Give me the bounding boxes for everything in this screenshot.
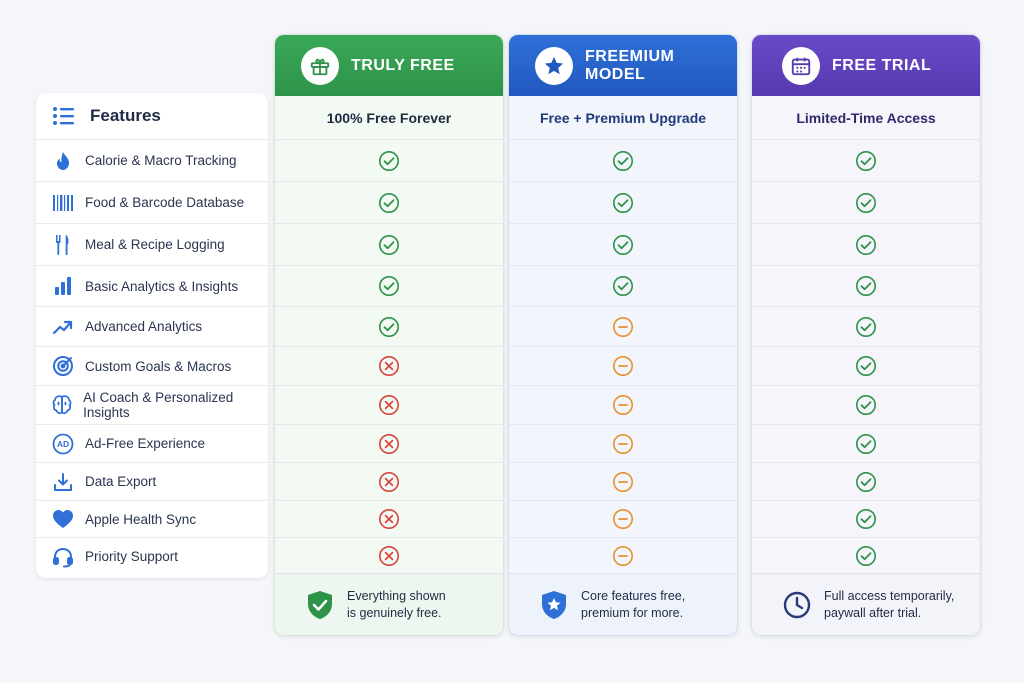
check-circle-icon — [275, 140, 503, 182]
bar-chart-icon — [51, 274, 75, 298]
heart-icon — [51, 507, 75, 531]
feature-label: Basic Analytics & Insights — [85, 278, 239, 294]
feature-label: Ad-Free Experience — [85, 436, 206, 451]
footer-line-1: Core features free, — [581, 588, 686, 603]
footer-line-2: paywall after trial. — [824, 605, 922, 620]
minus-circle-icon — [509, 501, 737, 538]
check-circle-icon — [752, 425, 980, 463]
feature-row: Meal & Recipe Logging — [36, 224, 268, 266]
feature-label: Calorie & Macro Tracking — [85, 153, 237, 168]
check-circle-icon — [752, 182, 980, 224]
ad-icon: AD — [51, 432, 75, 456]
minus-circle-icon — [509, 386, 737, 425]
features-column: Features Calorie & Macro Tracking Food & … — [36, 93, 268, 578]
plan-header: TRULY FREE — [275, 35, 503, 96]
list-icon — [52, 104, 76, 128]
plan-truly-free: TRULY FREE 100% Free Forever Everything … — [274, 34, 504, 636]
check-circle-icon — [509, 140, 737, 182]
minus-circle-icon — [509, 463, 737, 501]
feature-label: Advanced Analytics — [85, 319, 203, 334]
check-circle-icon — [752, 307, 980, 347]
footer-line-1: Full access temporarily, — [824, 588, 955, 603]
check-circle-icon — [275, 182, 503, 224]
feature-row: AI Coach & Personalized Insights — [36, 386, 268, 425]
gift-icon — [301, 46, 339, 85]
plan-title: FREE TRIAL — [832, 56, 932, 74]
feature-row: Calorie & Macro Tracking — [36, 140, 268, 182]
feature-row: Data Export — [36, 463, 268, 501]
calendar-icon — [782, 46, 820, 85]
feature-row: Apple Health Sync — [36, 501, 268, 538]
minus-circle-icon — [509, 538, 737, 575]
feature-label: AI Coach & Personalized Insights — [83, 390, 234, 420]
plan-title: TRULY FREE — [351, 56, 455, 74]
footer-line-2: is genuinely free. — [347, 605, 442, 620]
plan-subtitle: Free + Premium Upgrade — [509, 96, 737, 140]
feature-row: Food & Barcode Database — [36, 182, 268, 224]
footer-line-2: premium for more. — [581, 605, 684, 620]
ad-icon-text: AD — [57, 439, 69, 449]
check-circle-icon — [752, 386, 980, 425]
x-circle-icon — [275, 386, 503, 425]
feature-label: Meal & Recipe Logging — [85, 237, 225, 252]
feature-label: Priority Support — [85, 549, 179, 564]
barcode-icon — [51, 191, 75, 215]
plan-freemium-model: FREEMIUM MODEL Free + Premium Upgrade Co… — [508, 34, 738, 636]
feature-label: Food & Barcode Database — [85, 195, 245, 210]
features-header: Features — [36, 93, 268, 140]
clock-icon — [782, 590, 812, 620]
check-circle-icon — [275, 266, 503, 307]
check-circle-icon — [752, 266, 980, 307]
x-circle-icon — [275, 347, 503, 386]
minus-circle-icon — [509, 347, 737, 386]
check-circle-icon — [275, 307, 503, 347]
x-circle-icon — [275, 463, 503, 501]
feature-label: Custom Goals & Macros — [85, 358, 232, 374]
feature-row: Priority Support — [36, 538, 268, 575]
minus-circle-icon — [509, 307, 737, 347]
plan-footer: Everything shown is genuinely free. — [275, 573, 503, 635]
feature-label: Apple Health Sync — [85, 511, 197, 527]
minus-circle-icon — [509, 425, 737, 463]
x-circle-icon — [275, 425, 503, 463]
check-circle-icon — [752, 463, 980, 501]
check-circle-icon — [275, 224, 503, 266]
plan-subtitle: 100% Free Forever — [275, 96, 503, 140]
check-circle-icon — [752, 224, 980, 266]
check-circle-icon — [752, 501, 980, 538]
plan-header: FREE TRIAL — [752, 35, 980, 96]
plan-title: FREEMIUM MODEL — [585, 47, 675, 83]
target-icon — [51, 354, 75, 378]
star-icon — [535, 46, 573, 85]
features-title: Features — [90, 106, 161, 125]
plan-header: FREEMIUM MODEL — [509, 35, 737, 96]
check-circle-icon — [752, 140, 980, 182]
x-circle-icon — [275, 538, 503, 575]
x-circle-icon — [275, 501, 503, 538]
check-circle-icon — [509, 224, 737, 266]
feature-row: Basic Analytics & Insights — [36, 266, 268, 307]
fork-knife-icon — [51, 233, 75, 257]
check-circle-icon — [509, 182, 737, 224]
headset-icon — [51, 545, 75, 569]
trend-up-icon — [51, 315, 75, 339]
check-circle-icon — [752, 538, 980, 575]
plan-footer: Full access temporarily, paywall after t… — [752, 573, 980, 635]
plan-subtitle: Limited-Time Access — [752, 96, 980, 140]
footer-line-1: Everything shown — [347, 588, 446, 603]
plan-free-trial: FREE TRIAL Limited-Time Access Full acce… — [751, 34, 981, 636]
feature-row: Custom Goals & Macros — [36, 347, 268, 386]
feature-label: Data Export — [85, 474, 157, 489]
shield-check-icon — [305, 590, 335, 620]
shield-star-icon — [539, 590, 569, 620]
check-circle-icon — [509, 266, 737, 307]
feature-row: Advanced Analytics — [36, 307, 268, 347]
brain-icon — [51, 393, 73, 417]
check-circle-icon — [752, 347, 980, 386]
flame-icon — [51, 149, 75, 173]
feature-row: AD Ad-Free Experience — [36, 425, 268, 463]
plan-footer: Core features free, premium for more. — [509, 573, 737, 635]
download-icon — [51, 470, 75, 494]
